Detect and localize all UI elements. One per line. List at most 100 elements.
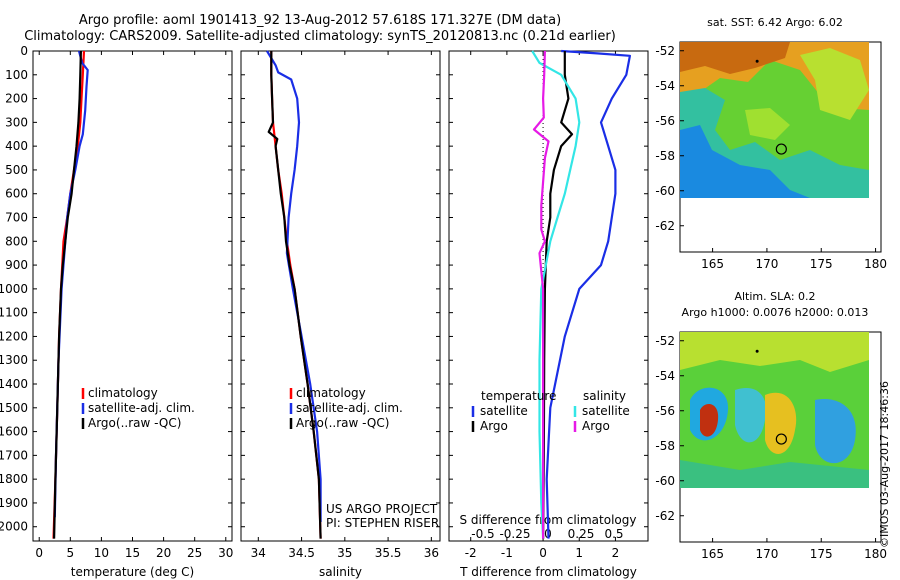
x-tick-label-salinity: 35 — [337, 546, 352, 560]
x-tick-label-salinity: 34.5 — [288, 546, 315, 560]
series-line-difference-3 — [532, 50, 550, 539]
x-tick-label-difference: -2 — [465, 546, 477, 560]
legend-label-temperature: climatology — [88, 386, 158, 400]
difference-panel — [448, 50, 649, 542]
series-line-salinity-2 — [267, 51, 322, 539]
depth-tick-label: 1100 — [0, 306, 28, 320]
sst-map-field — [680, 42, 869, 198]
map-x-tick-label: 180 — [864, 547, 887, 561]
depth-tick-label: 1900 — [0, 496, 28, 510]
x-tick-label-temperature: 5 — [66, 546, 74, 560]
sla-map-field — [680, 332, 869, 488]
map-y-tick-label: -54 — [655, 369, 675, 383]
series-line-difference-1 — [542, 51, 574, 539]
legend-label-salinity: Argo(..raw -QC) — [296, 416, 389, 430]
previous-position-marker — [755, 349, 759, 353]
depth-tick-label: 400 — [5, 139, 28, 153]
map-title-sla-map: Altim. SLA: 0.2 — [734, 290, 815, 303]
x-tick-label-salinity: 35.5 — [375, 546, 402, 560]
series-line-difference-2 — [531, 50, 581, 539]
map-x-tick-label: 175 — [810, 257, 833, 271]
map-y-tick-label: -56 — [655, 114, 675, 128]
x-axis-label-difference: T difference from climatology — [459, 565, 637, 579]
map-y-tick-label: -60 — [655, 184, 675, 198]
depth-tick-label: 500 — [5, 163, 28, 177]
x-tick-label-temperature: 20 — [156, 546, 171, 560]
series-line-difference-0 — [545, 49, 632, 539]
x-tick-label-difference: -1 — [501, 546, 513, 560]
map-y-tick-label: -52 — [655, 334, 675, 348]
x-tick-label-top-difference: 0.25 — [568, 527, 595, 541]
depth-tick-label: 300 — [5, 115, 28, 129]
x-tick-label-temperature: 30 — [218, 546, 233, 560]
x-tick-label-top-difference: 0.5 — [604, 527, 623, 541]
map-y-tick-label: -58 — [655, 439, 675, 453]
x-tick-label-salinity: 36 — [424, 546, 439, 560]
legend-label-difference: Argo — [582, 419, 610, 433]
x-tick-label-difference: 1 — [575, 546, 583, 560]
map-x-tick-label: 175 — [810, 547, 833, 561]
project-annotation: PI: STEPHEN RISER — [326, 516, 439, 530]
x-tick-label-difference: 0 — [539, 546, 547, 560]
profile-position-marker — [775, 143, 787, 155]
legend-title-salinity: salinity — [583, 389, 626, 403]
map-y-tick-label: -58 — [655, 149, 675, 163]
depth-tick-label: 900 — [5, 258, 28, 272]
imos-timestamp: ©IMOS 03-Aug-2017 18:46:36 — [878, 381, 891, 548]
map-y-tick-label: -62 — [655, 509, 675, 523]
figure-title-line1: Argo profile: aoml 1901413_92 13-Aug-201… — [78, 13, 562, 28]
x-tick-label-temperature: 10 — [94, 546, 109, 560]
x-tick-label-top-difference: -0.25 — [499, 527, 530, 541]
depth-tick-label: 1800 — [0, 472, 28, 486]
depth-tick-label: 600 — [5, 187, 28, 201]
map-title-sla-map: Argo h1000: 0.0076 h2000: 0.013 — [682, 306, 869, 319]
x-axis-label-salinity: salinity — [319, 565, 362, 579]
x-tick-label-salinity: 34 — [251, 546, 266, 560]
depth-tick-label: 0 — [20, 44, 28, 58]
map-x-tick-label: 170 — [755, 257, 778, 271]
legend-label-temperature: satellite-adj. clim. — [88, 401, 195, 415]
depth-tick-label: 1700 — [0, 448, 28, 462]
x-axis-label-temperature: temperature (deg C) — [71, 565, 194, 579]
depth-tick-label: 800 — [5, 234, 28, 248]
previous-position-marker — [755, 59, 759, 63]
map-x-tick-label: 180 — [864, 257, 887, 271]
legend-label-difference: satellite — [582, 404, 630, 418]
map-x-tick-label: 165 — [701, 257, 724, 271]
map-y-tick-label: -60 — [655, 474, 675, 488]
depth-tick-label: 100 — [5, 68, 28, 82]
temperature-panel — [32, 50, 233, 542]
depth-tick-label: 700 — [5, 211, 28, 225]
legend-label-salinity: climatology — [296, 386, 366, 400]
figure-title-line2: Climatology: CARS2009. Satellite-adjuste… — [24, 29, 616, 44]
map-y-tick-label: -62 — [655, 219, 675, 233]
depth-tick-label: 1300 — [0, 353, 28, 367]
x-tick-label-temperature: 15 — [125, 546, 140, 560]
legend-label-temperature: Argo(..raw -QC) — [88, 416, 181, 430]
series-line-temperature-2 — [53, 50, 82, 539]
project-annotation: US ARGO PROJECT — [326, 502, 438, 516]
depth-tick-label: 1000 — [0, 282, 28, 296]
map-y-tick-label: -52 — [655, 44, 675, 58]
map-x-tick-label: 170 — [755, 547, 778, 561]
legend-title-temperature: temperature — [481, 389, 556, 403]
x-tick-label-temperature: 25 — [187, 546, 202, 560]
legend-label-salinity: satellite-adj. clim. — [296, 401, 403, 415]
profile-position-marker — [775, 433, 787, 445]
depth-tick-label: 1400 — [0, 377, 28, 391]
map-y-tick-label: -56 — [655, 404, 675, 418]
depth-tick-label: 200 — [5, 92, 28, 106]
series-line-salinity-1 — [266, 50, 322, 522]
depth-tick-label: 1500 — [0, 401, 28, 415]
depth-tick-label: 1600 — [0, 425, 28, 439]
map-x-tick-label: 165 — [701, 547, 724, 561]
map-y-tick-label: -54 — [655, 79, 675, 93]
x-tick-label-top-difference: -0.5 — [471, 527, 494, 541]
x-tick-label-temperature: 0 — [35, 546, 43, 560]
legend-label-difference: Argo — [480, 419, 508, 433]
depth-tick-label: 1200 — [0, 329, 28, 343]
legend-label-difference: satellite — [480, 404, 528, 418]
x-tick-label-difference: 2 — [612, 546, 620, 560]
map-title-sst-map: sat. SST: 6.42 Argo: 6.02 — [707, 16, 843, 29]
